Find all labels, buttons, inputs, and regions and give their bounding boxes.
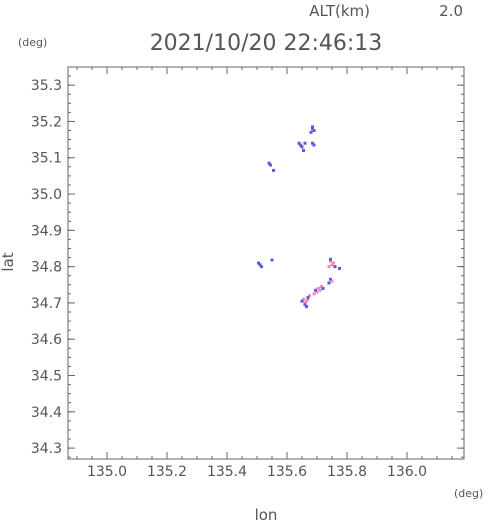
data-point (327, 265, 331, 269)
data-point (320, 285, 323, 289)
data-point (315, 290, 319, 294)
y-tick-label: 34.6 (31, 332, 62, 348)
data-point (321, 286, 325, 290)
y-tick-label: 34.5 (31, 369, 62, 385)
data-point (270, 258, 274, 262)
data-point (312, 292, 316, 296)
data-point (303, 301, 307, 305)
data-point (257, 261, 260, 265)
y-tick-label: 35.2 (31, 114, 62, 130)
data-point (332, 261, 335, 265)
data-point (329, 259, 332, 263)
y-tick-label: 35.1 (31, 151, 62, 167)
x-tick-label: 136.0 (387, 464, 427, 480)
data-point (333, 265, 337, 269)
y-tick-label: 35.0 (31, 187, 62, 203)
data-point (306, 295, 310, 299)
data-point (258, 263, 262, 267)
y-tick-label: 34.4 (31, 405, 62, 421)
x-tick-label: 135.8 (327, 464, 367, 480)
data-point (297, 141, 301, 145)
data-point (312, 129, 316, 133)
data-point (311, 141, 314, 145)
data-point (303, 141, 307, 145)
data-point (303, 303, 307, 307)
x-tick-label: 135.0 (87, 464, 127, 480)
x-tick-label: 135.4 (207, 464, 247, 480)
data-point (269, 163, 272, 167)
data-point (302, 148, 305, 152)
data-point (300, 145, 304, 149)
data-point (309, 130, 313, 134)
y-axis-label: lat (0, 252, 17, 271)
x-tick-label: 135.2 (147, 464, 187, 480)
data-point (330, 279, 334, 283)
echo-points (257, 125, 341, 309)
data-point (311, 125, 314, 129)
x-axis-label: lon (255, 506, 278, 521)
data-point (312, 143, 316, 147)
data-point (306, 297, 310, 301)
data-point (267, 161, 271, 165)
y-tick-label: 34.9 (31, 223, 62, 239)
data-point (299, 143, 302, 147)
data-point (317, 286, 320, 290)
axis-ticks: 135.0 135.2 135.4 135.6 135.8 136.0 34.3 34.4 34… (31, 66, 464, 480)
altitude-label: ALT(km) (309, 2, 370, 20)
x-tick-label: 135.6 (267, 464, 307, 480)
y-unit-label: (deg) (18, 36, 47, 49)
data-point (308, 294, 311, 298)
data-point (305, 299, 308, 303)
data-point (260, 265, 263, 269)
data-point (329, 277, 332, 281)
data-point (338, 266, 341, 270)
x-unit-label: (deg) (454, 487, 483, 500)
data-point (272, 168, 275, 172)
data-point (302, 297, 305, 301)
data-point (311, 127, 314, 131)
y-tick-label: 34.8 (31, 260, 62, 276)
y-tick-label: 35.3 (31, 78, 62, 94)
data-point (300, 299, 304, 303)
data-point (330, 263, 334, 267)
plot-frame (67, 66, 465, 460)
y-tick-label: 34.3 (31, 441, 62, 457)
data-point (329, 257, 332, 261)
data-point (327, 281, 331, 285)
altitude-value: 2.0 (439, 2, 463, 20)
data-point (314, 288, 317, 292)
y-tick-label: 34.7 (31, 296, 62, 312)
data-point (305, 305, 308, 309)
data-point (318, 288, 322, 292)
timestamp-title: 2021/10/20 22:46:13 (150, 31, 383, 56)
